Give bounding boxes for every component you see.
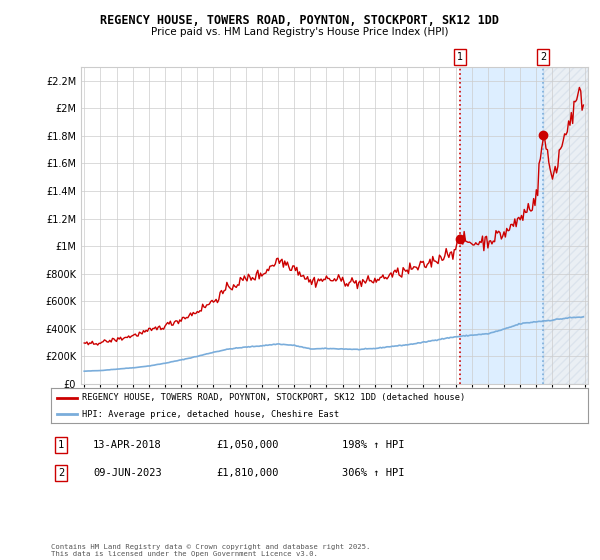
Bar [460, 67, 544, 384]
Text: 2: 2 [58, 468, 64, 478]
Text: REGENCY HOUSE, TOWERS ROAD, POYNTON, STOCKPORT, SK12 1DD (detached house): REGENCY HOUSE, TOWERS ROAD, POYNTON, STO… [82, 393, 466, 402]
Text: 198% ↑ HPI: 198% ↑ HPI [342, 440, 404, 450]
Text: HPI: Average price, detached house, Cheshire East: HPI: Average price, detached house, Ches… [82, 409, 340, 419]
Text: Contains HM Land Registry data © Crown copyright and database right 2025.
This d: Contains HM Land Registry data © Crown c… [51, 544, 370, 557]
Text: 09-JUN-2023: 09-JUN-2023 [93, 468, 162, 478]
Text: 1: 1 [457, 52, 463, 62]
Text: 2: 2 [541, 52, 547, 62]
Bar [544, 67, 588, 384]
Text: 1: 1 [58, 440, 64, 450]
Text: Price paid vs. HM Land Registry's House Price Index (HPI): Price paid vs. HM Land Registry's House … [151, 27, 449, 37]
Text: £1,050,000: £1,050,000 [216, 440, 278, 450]
Text: 13-APR-2018: 13-APR-2018 [93, 440, 162, 450]
Text: £1,810,000: £1,810,000 [216, 468, 278, 478]
Text: 306% ↑ HPI: 306% ↑ HPI [342, 468, 404, 478]
Text: REGENCY HOUSE, TOWERS ROAD, POYNTON, STOCKPORT, SK12 1DD: REGENCY HOUSE, TOWERS ROAD, POYNTON, STO… [101, 14, 499, 27]
